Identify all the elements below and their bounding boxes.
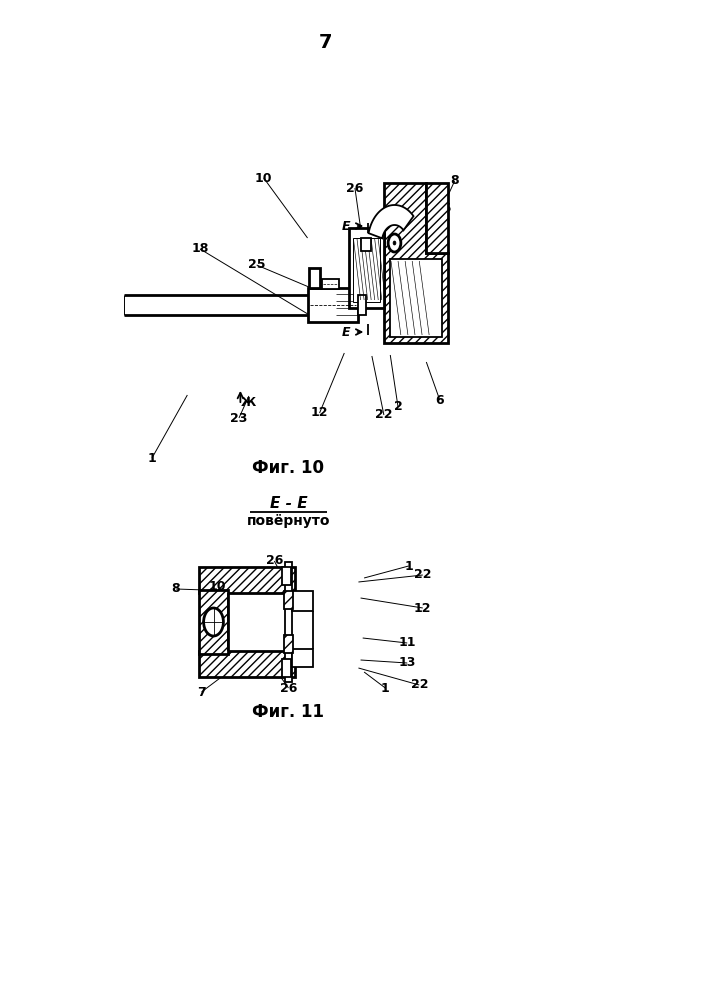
- Bar: [309, 268, 320, 288]
- Text: 13: 13: [399, 656, 416, 670]
- Text: 1: 1: [381, 682, 390, 694]
- Bar: [284, 591, 293, 609]
- Polygon shape: [368, 205, 414, 238]
- Bar: [322, 279, 339, 289]
- Bar: [358, 295, 366, 315]
- Circle shape: [393, 241, 396, 245]
- Text: 8: 8: [450, 174, 459, 188]
- Text: 8: 8: [172, 582, 180, 595]
- Text: Е: Е: [342, 220, 351, 232]
- Bar: [353, 238, 380, 302]
- Text: 6: 6: [436, 393, 444, 406]
- Bar: [199, 651, 295, 677]
- Text: 1: 1: [404, 560, 413, 572]
- Bar: [199, 567, 295, 593]
- Polygon shape: [384, 183, 448, 343]
- Bar: [292, 649, 313, 667]
- Text: 12: 12: [414, 601, 431, 614]
- Text: 12: 12: [311, 406, 328, 420]
- Text: 2: 2: [394, 400, 402, 414]
- Text: 7: 7: [318, 32, 332, 51]
- Bar: [199, 590, 228, 654]
- Bar: [284, 635, 293, 653]
- Bar: [282, 659, 291, 677]
- Bar: [349, 228, 384, 308]
- Bar: [426, 183, 448, 253]
- Bar: [282, 567, 291, 585]
- Circle shape: [204, 608, 223, 636]
- Text: 10: 10: [255, 172, 272, 184]
- Bar: [308, 288, 358, 322]
- Text: Е - Е: Е - Е: [269, 495, 308, 510]
- Text: 11: 11: [399, 637, 416, 650]
- Text: Фиг. 11: Фиг. 11: [252, 703, 325, 721]
- Text: 18: 18: [192, 242, 209, 255]
- Bar: [361, 238, 371, 251]
- Circle shape: [388, 234, 401, 252]
- Text: 26: 26: [280, 682, 297, 694]
- Bar: [292, 591, 313, 611]
- Text: 26: 26: [266, 554, 283, 568]
- Text: 22: 22: [411, 678, 428, 692]
- Bar: [390, 259, 442, 337]
- Text: 7: 7: [197, 686, 206, 698]
- Text: Е: Е: [342, 326, 351, 338]
- Text: 25: 25: [248, 258, 265, 271]
- Text: 22: 22: [414, 568, 431, 582]
- Text: Ж: Ж: [240, 395, 256, 408]
- Text: 26: 26: [346, 182, 363, 194]
- Bar: [285, 562, 292, 682]
- Text: повёрнуто: повёрнуто: [247, 514, 330, 528]
- Text: 22: 22: [375, 408, 392, 422]
- Text: 1: 1: [148, 452, 156, 464]
- Text: 23: 23: [230, 412, 247, 424]
- Text: 10: 10: [209, 580, 226, 592]
- Text: 15: 15: [435, 202, 452, 215]
- Text: Фиг. 10: Фиг. 10: [252, 459, 325, 477]
